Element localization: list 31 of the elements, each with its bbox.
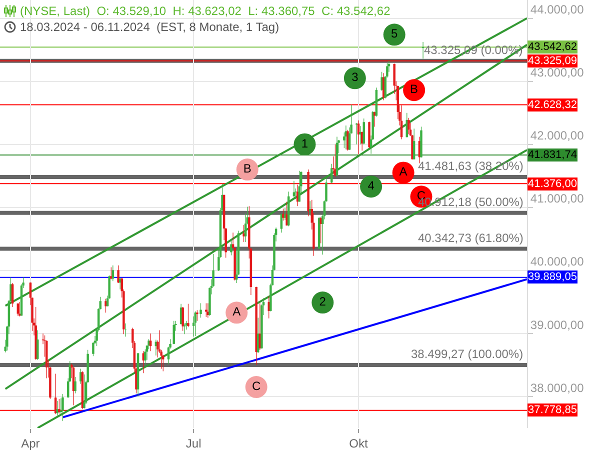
x-tick-label: Apr	[21, 436, 40, 450]
y-tick-label: 42.000,00	[530, 128, 584, 143]
series-label: 5	[391, 26, 398, 41]
series-label: B	[410, 82, 418, 96]
ref-line-label: 42.628,32	[528, 99, 577, 111]
text: 18.03.2024 - 06.11.2024 (EST, 8 Monate, 1 Tag)	[20, 20, 280, 34]
y-tick-label: 43.000,00	[530, 66, 584, 80]
y-tick-label: 44.000,00	[530, 2, 584, 17]
chart-title: (NYSE, Last) O: 43.529,10 H: 43.623,02 L: 43.360,75 C: 43.542,62	[20, 4, 390, 18]
ref-line-label: 37.778,85	[528, 404, 577, 416]
series-label: 3	[352, 70, 359, 84]
ref-line-label: 41.831,74	[528, 149, 577, 161]
x-tick-label: Okt	[349, 436, 368, 450]
ref-line-label: 41.376,00	[528, 178, 577, 190]
series-label: A	[232, 304, 241, 319]
series-label: 4	[368, 178, 375, 193]
ref-line-label: 43.542,62	[528, 41, 577, 53]
series-label: C	[252, 379, 261, 394]
y-tick-label: 38.000,00	[530, 380, 584, 395]
series-label: B	[243, 162, 252, 176]
annotation: 40.342,73 (61.80%)	[418, 231, 524, 245]
y-tick-label: 39.000,00	[530, 318, 584, 332]
y-tick-label: 41.000,00	[530, 192, 584, 206]
y-tick-label: 40.000,00	[530, 254, 584, 269]
x-tick-label: Jul	[186, 436, 202, 450]
series-label: 2	[319, 294, 326, 309]
ref-line-label: 39.889,05	[528, 271, 577, 283]
annotation: 38.499,27 (100.00%)	[411, 347, 524, 361]
series-label: 1	[301, 136, 308, 150]
ref-line-label: 43.325,09	[528, 55, 577, 67]
series-label: A	[399, 164, 408, 179]
